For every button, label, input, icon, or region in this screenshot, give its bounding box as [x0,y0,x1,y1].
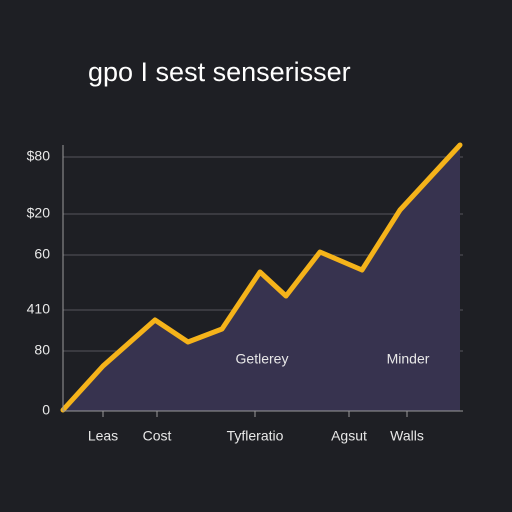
line [60,142,463,413]
x-tick-label: Agsut [331,428,367,444]
x-tick-label: Cost [143,428,172,444]
y-tick-label: $20 [27,205,51,221]
y-tick-label: $80 [27,148,51,164]
annotation: Minder [387,351,430,367]
area [63,145,460,411]
y-tick-label: 0 [42,402,50,418]
annotation: Getlerey [236,351,289,367]
x-tick-label: Tyfleratio [227,428,284,444]
y-tick-label: 60 [34,246,50,262]
y-tick-label: 410 [27,301,51,317]
x-tick-label: Walls [390,428,424,444]
x-tick-label: Leas [88,428,118,444]
y-tick-label: 80 [34,342,50,358]
chart-title: gpo I sest senserisser [88,57,351,87]
